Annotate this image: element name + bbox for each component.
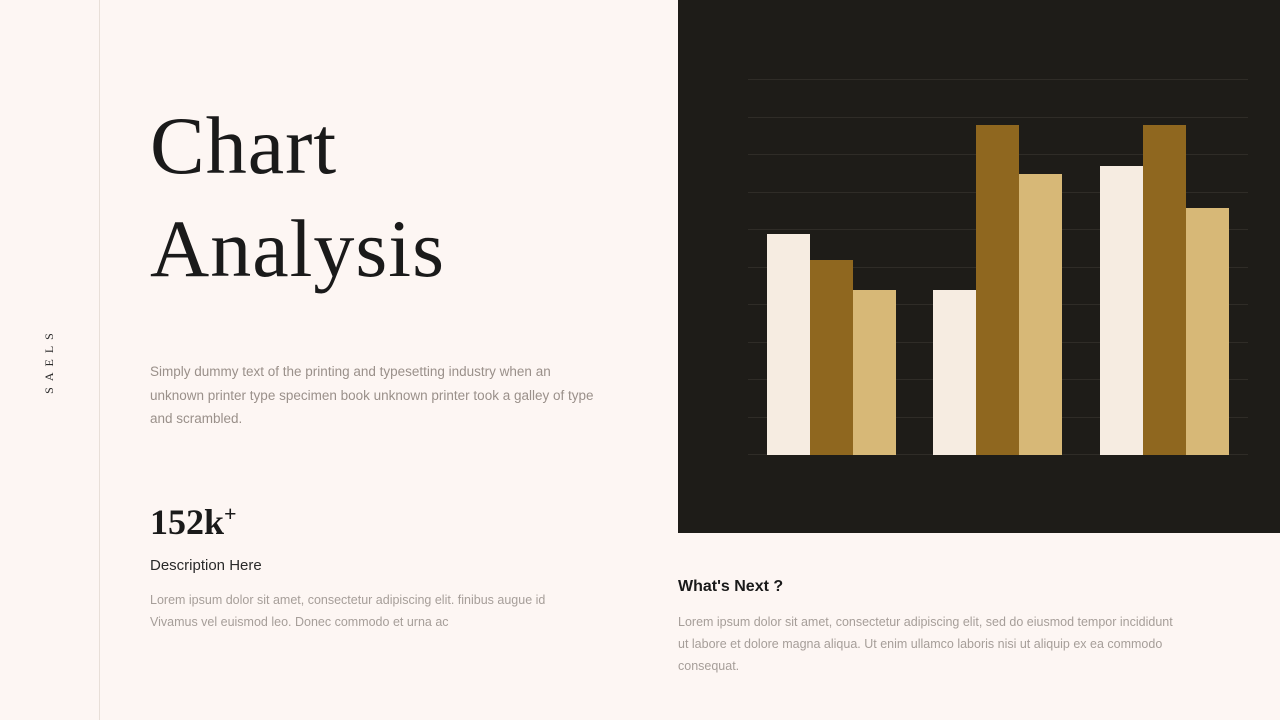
intro-text: Simply dummy text of the printing and ty… [150,360,600,431]
bar [1143,125,1186,455]
stat-description: Lorem ipsum dolor sit amet, consectetur … [150,590,550,634]
stat-value: 152k+ [150,501,630,543]
stat-block: 152k+ Description Here Lorem ipsum dolor… [150,501,630,634]
bar [1019,174,1062,455]
bar-chart [748,80,1248,455]
chart-panel [678,0,1280,533]
whats-next-title: What's Next ? [678,578,1238,596]
bar-group [767,234,896,455]
left-content: Chart Analysis Simply dummy text of the … [150,95,630,634]
whats-next-section: What's Next ? Lorem ipsum dolor sit amet… [678,578,1238,678]
bar [853,290,896,455]
bar [810,260,853,455]
stat-suffix: + [224,501,237,526]
bars-container [748,80,1248,455]
brand-label: SAELS [42,327,57,394]
title-line-1: Chart [150,100,337,191]
bar [933,290,976,455]
bar [976,125,1019,455]
stat-number: 152k [150,502,224,542]
bar [1100,166,1143,455]
bar-group [933,125,1062,455]
bar [767,234,810,455]
bar-group [1100,125,1229,455]
title-line-2: Analysis [150,203,445,294]
whats-next-description: Lorem ipsum dolor sit amet, consectetur … [678,612,1178,678]
page-title: Chart Analysis [150,95,630,300]
sidebar: SAELS [0,0,100,720]
stat-label: Description Here [150,557,630,574]
bar [1186,208,1229,456]
